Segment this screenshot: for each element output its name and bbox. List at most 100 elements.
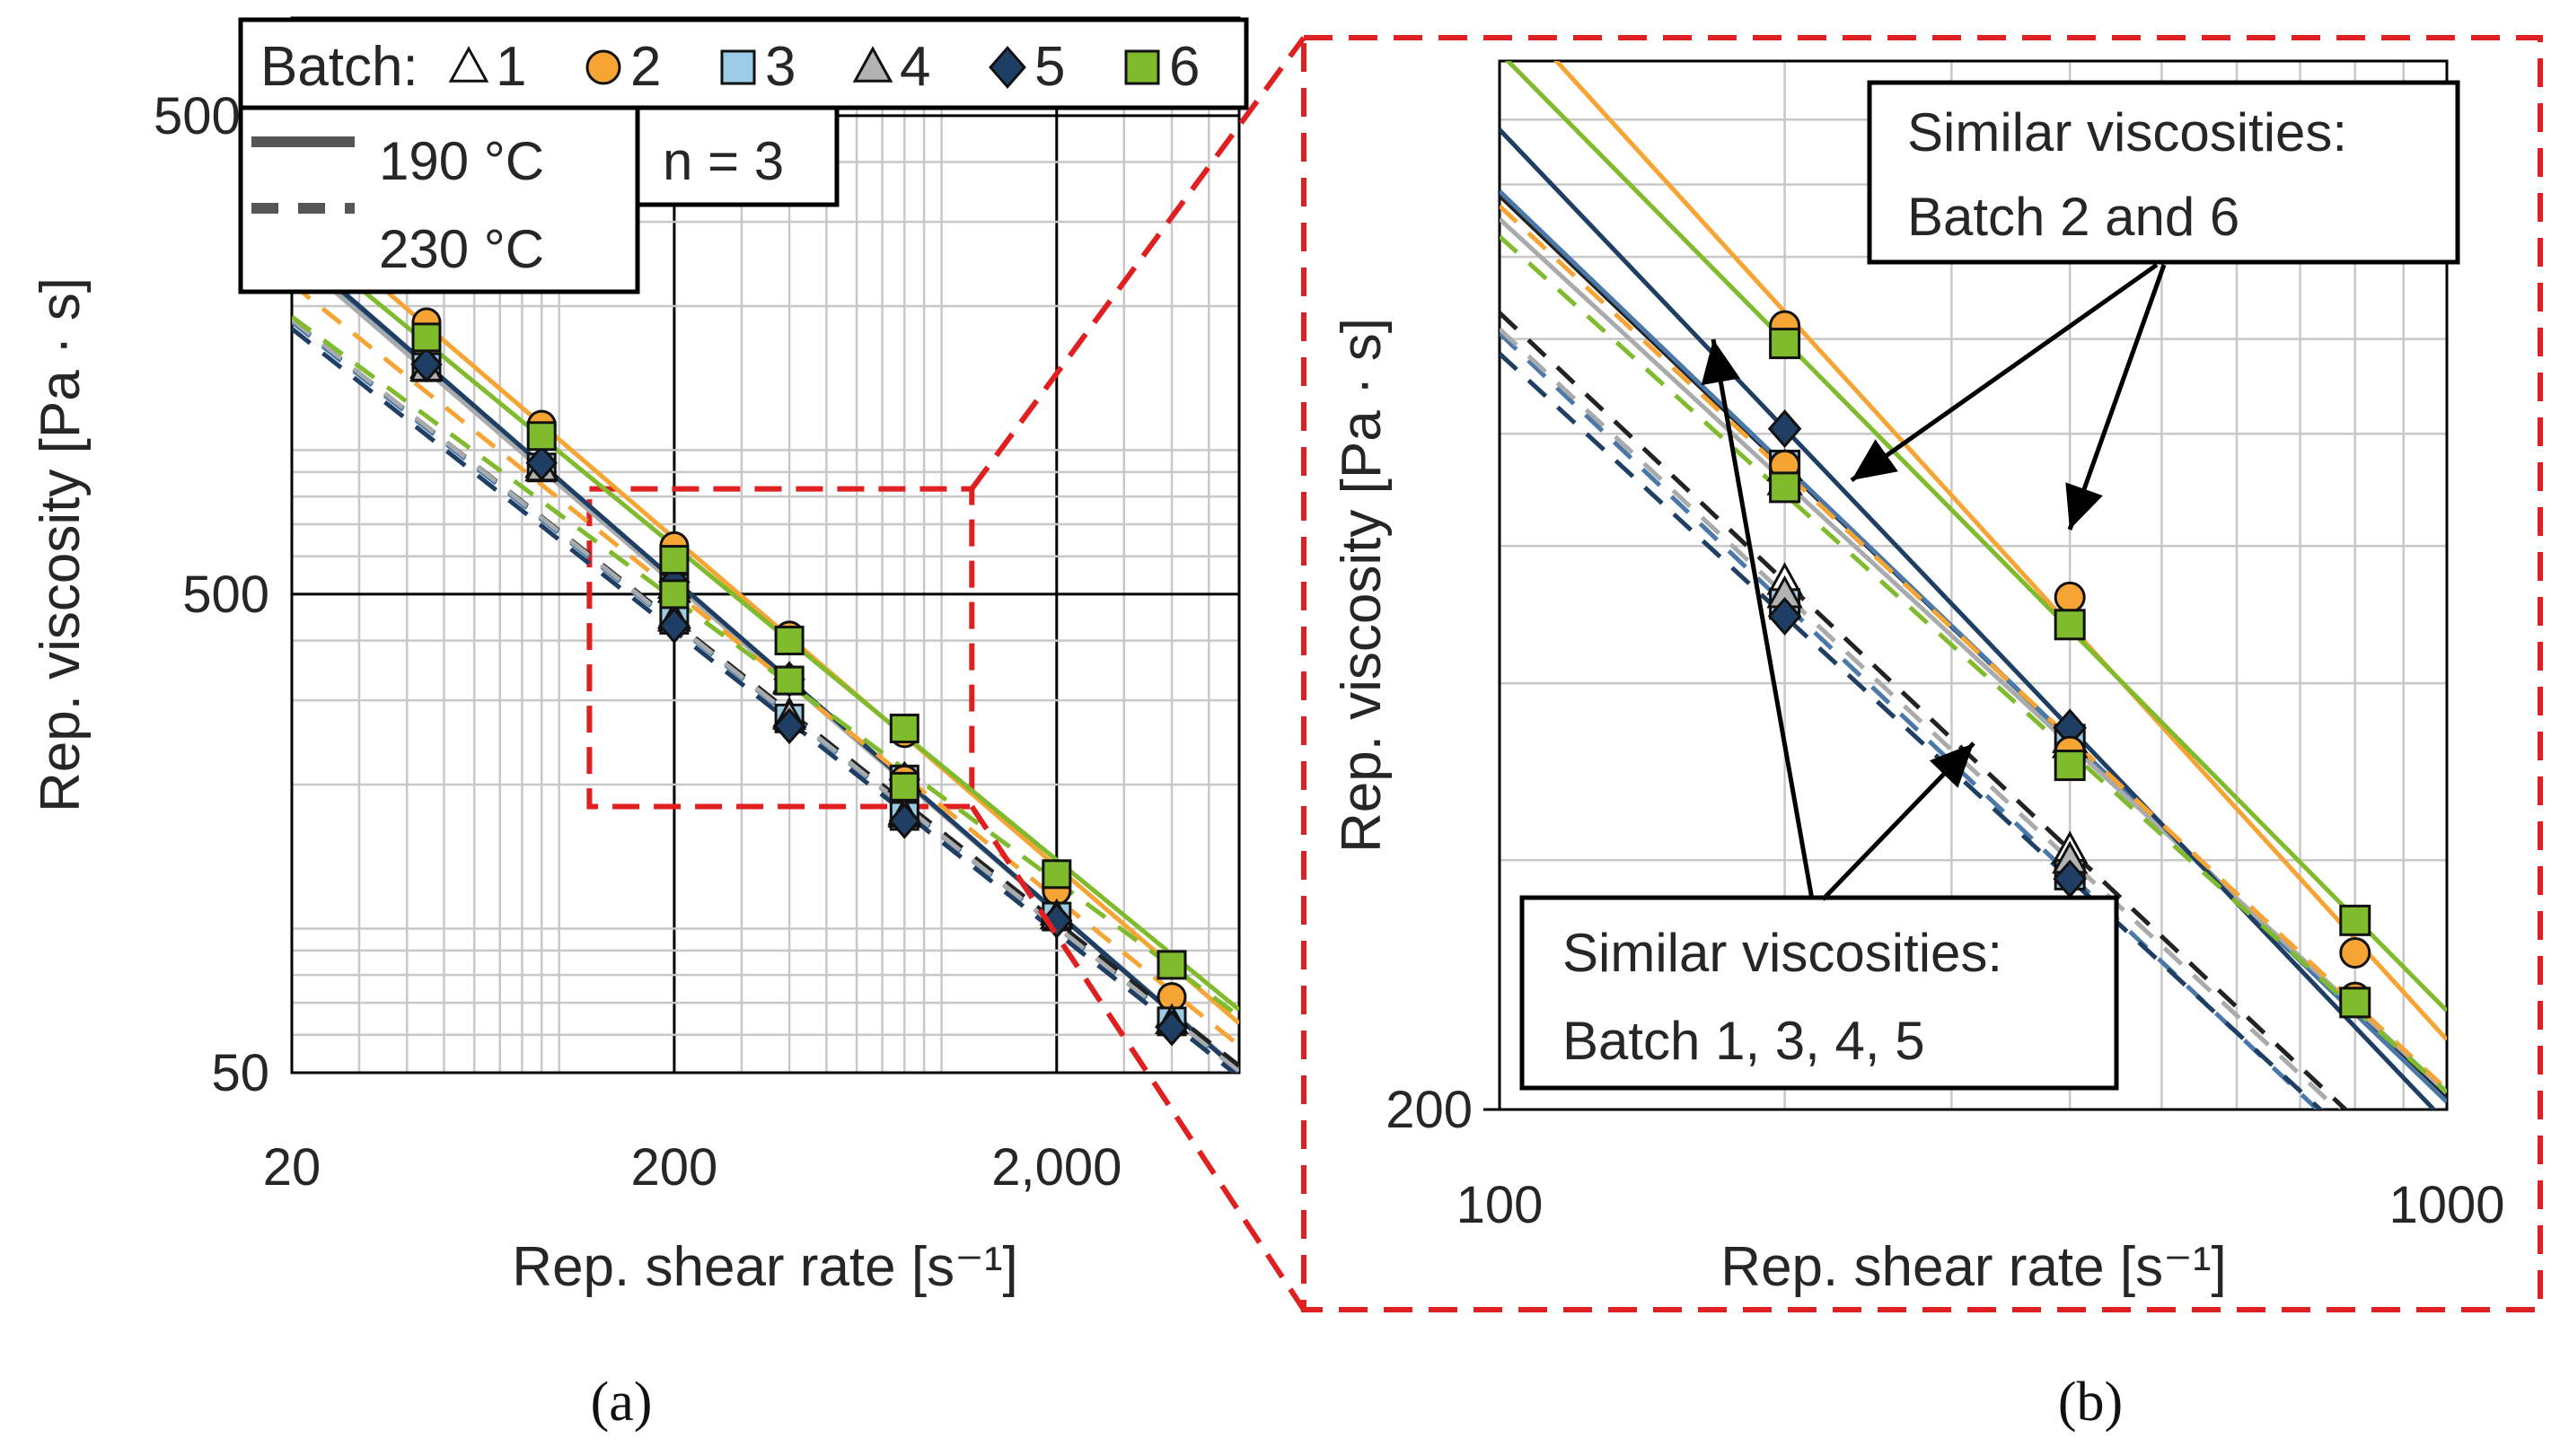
- marker-batch-6: [2339, 987, 2371, 1019]
- marker-batch-6: [1042, 859, 1072, 890]
- marker-batch-6: [526, 421, 557, 452]
- arrow-shaft: [1711, 338, 1815, 900]
- panel-b-chart: 100 1000 200 Similar viscosities: Batch 2 …: [1301, 35, 2543, 1312]
- x-tick-label: 100: [1456, 1176, 1544, 1234]
- fit-line-batch-6: [1504, 61, 2447, 1013]
- marker-batch-2: [2054, 581, 2086, 613]
- marker-batch-5: [658, 607, 691, 645]
- panel-a-fit-lines: [292, 208, 1239, 1073]
- marker-batch-6: [411, 322, 442, 353]
- marker-batch-6: [1769, 328, 1801, 360]
- marker-batch-5: [888, 803, 921, 839]
- annotation-box: [1519, 895, 2119, 1091]
- marker-batch-6: [1157, 950, 1187, 980]
- legend-entry-label: 1: [496, 36, 526, 98]
- legend: Batch: 1 2 3 4 5 6 190 °C 230 °C n = 3: [238, 17, 1249, 294]
- panel-b-highlight-frame: [1301, 35, 2543, 1312]
- legend-temp-dashed: 230 °C: [379, 219, 544, 279]
- annotation-line: Batch 2 and 6: [1907, 187, 2239, 247]
- marker-batch-5: [1767, 597, 1802, 636]
- legend-n-box: [635, 105, 840, 207]
- legend-n-label: n = 3: [663, 131, 784, 191]
- marker-batch-5: [410, 346, 443, 383]
- marker-batch-6: [1769, 471, 1801, 504]
- arrow-head-icon: [2065, 482, 2103, 530]
- legend-entries: 1 2 3 4 5 6: [448, 36, 1200, 98]
- legend-temp-solid: 190 °C: [379, 131, 544, 191]
- annotation-line: Similar viscosities:: [1562, 923, 2002, 983]
- panel-a-x-axis-title: Rep. shear rate [s⁻¹]: [512, 1236, 1017, 1298]
- legend-entry-label: 4: [900, 36, 930, 98]
- fit-line-batch-5: [1500, 352, 2324, 1110]
- fit-line-batch-5: [292, 327, 1238, 1073]
- marker-batch-2: [2339, 937, 2371, 969]
- x-tick-label: 20: [263, 1138, 321, 1197]
- arrow-head-icon: [1701, 339, 1740, 386]
- fit-line-batch-1: [1500, 311, 2349, 1110]
- square-icon: [720, 49, 756, 85]
- panel-a-y-axis-title: Rep. viscosity [Pa · s]: [30, 277, 92, 812]
- legend-batch-label: Batch:: [260, 36, 418, 98]
- marker-batch-5: [1767, 409, 1802, 449]
- panel-b-label: (b): [2058, 1372, 2123, 1433]
- annotation-line: Batch 1, 3, 4, 5: [1562, 1011, 1925, 1071]
- marker-batch-6: [774, 665, 805, 696]
- annotation-box: [1867, 80, 2460, 265]
- marker-batch-6: [659, 579, 690, 610]
- circle-icon: [585, 49, 621, 85]
- marker-batch-6: [659, 545, 690, 575]
- arrow-shaft: [1850, 262, 2159, 483]
- fit-line-batch-4: [1500, 217, 2447, 1094]
- fit-line-batch-6: [292, 230, 1239, 1012]
- legend-entry-label: 2: [630, 36, 661, 98]
- fit-line-batch-3: [1500, 331, 2321, 1110]
- marker-batch-6: [2339, 904, 2371, 936]
- fit-line-batch-5: [292, 245, 1239, 1073]
- fit-line-batch-2: [292, 282, 1239, 1048]
- marker-batch-6: [889, 714, 919, 744]
- marker-batch-6: [2054, 750, 2086, 782]
- marker-batch-6: [774, 626, 805, 656]
- panel-a-zoom-box: [586, 486, 975, 810]
- x-tick-label: 200: [631, 1138, 718, 1197]
- x-tick-label: 1000: [2388, 1176, 2504, 1234]
- fit-line-batch-4: [292, 317, 1239, 1073]
- square-icon: [1124, 49, 1160, 85]
- panel-b-x-axis-title: Rep. shear rate [s⁻¹]: [1720, 1236, 2226, 1298]
- annotation-batch-2-and-6: Similar viscosities: Batch 2 and 6: [1867, 80, 2460, 265]
- panel-b-y-axis-title: Rep. viscosity [Pa · s]: [1331, 318, 1393, 853]
- annotation-line: Similar viscosities:: [1907, 102, 2347, 162]
- y-tick-label: 200: [1386, 1081, 1473, 1139]
- fit-line-batch-2: [292, 208, 1239, 1025]
- fit-line-batch-4: [1500, 327, 2342, 1110]
- arrow-head-icon: [1852, 439, 1898, 480]
- fit-line-batch-2: [1553, 61, 2447, 1041]
- fit-line-batch-2: [1500, 204, 2447, 1092]
- legend-entry-label: 6: [1169, 36, 1200, 98]
- arrow-head-icon: [1929, 743, 1974, 788]
- panel-b-plot-frame: [1498, 59, 2449, 1111]
- fit-line-batch-6: [1500, 234, 2447, 1094]
- arrow-shaft: [2067, 264, 2167, 531]
- zoom-connector-lines: [969, 36, 1306, 1311]
- annotation-arrows: [1701, 262, 2167, 901]
- panel-b-tick-labels: 100 1000 200: [1386, 1081, 2504, 1234]
- y-tick-label: 500: [182, 566, 269, 624]
- marker-batch-6: [889, 771, 919, 802]
- legend-entry-label: 5: [1034, 36, 1065, 98]
- panel-b-data-markers: [1766, 310, 2371, 1019]
- marker-batch-5: [525, 444, 558, 482]
- annotation-batch-1-3-4-5: Similar viscosities: Batch 1, 3, 4, 5: [1519, 895, 2119, 1091]
- x-tick-label: 2,000: [991, 1138, 1122, 1197]
- zoom-connector-bottom: [969, 804, 1306, 1311]
- marker-batch-6: [2054, 609, 2086, 641]
- triangle-icon: [852, 46, 893, 83]
- legend-entry-label: 3: [765, 36, 796, 98]
- triangle-icon: [448, 46, 489, 83]
- diamond-icon: [989, 46, 1026, 89]
- fit-line-batch-5: [1500, 127, 2437, 1110]
- marker-batch-5: [773, 707, 805, 745]
